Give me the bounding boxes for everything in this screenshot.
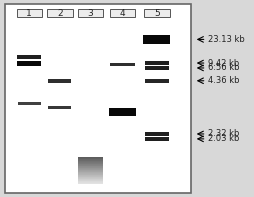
- Bar: [144, 9, 169, 17]
- Text: 2.03 kb: 2.03 kb: [207, 134, 238, 143]
- Bar: [144, 137, 168, 141]
- Bar: [78, 182, 102, 183]
- Text: 5: 5: [153, 8, 159, 18]
- Bar: [144, 79, 168, 83]
- Text: 1: 1: [26, 8, 32, 18]
- Bar: [78, 166, 102, 167]
- Bar: [18, 102, 41, 105]
- Bar: [78, 163, 102, 164]
- Bar: [78, 162, 102, 163]
- Bar: [17, 55, 41, 59]
- Bar: [78, 173, 102, 174]
- Bar: [77, 9, 103, 17]
- Bar: [48, 79, 71, 83]
- Bar: [78, 170, 102, 171]
- Bar: [78, 165, 102, 166]
- Bar: [110, 63, 134, 66]
- Text: 4.36 kb: 4.36 kb: [207, 76, 239, 85]
- Bar: [78, 157, 102, 158]
- Bar: [144, 132, 168, 136]
- Bar: [78, 183, 102, 184]
- Bar: [78, 176, 102, 177]
- Bar: [78, 181, 102, 182]
- Text: 23.13 kb: 23.13 kb: [207, 35, 244, 44]
- Text: 4: 4: [119, 8, 125, 18]
- Bar: [17, 9, 42, 17]
- Bar: [78, 179, 102, 180]
- Bar: [78, 167, 102, 168]
- Bar: [78, 171, 102, 172]
- Bar: [78, 164, 102, 165]
- Bar: [47, 9, 72, 17]
- Bar: [78, 172, 102, 173]
- Text: 2: 2: [57, 8, 62, 18]
- Bar: [78, 178, 102, 179]
- Bar: [78, 172, 102, 173]
- Text: 2.32 kb: 2.32 kb: [207, 129, 238, 138]
- Bar: [78, 159, 102, 160]
- Bar: [144, 61, 168, 65]
- Bar: [78, 183, 102, 184]
- Bar: [143, 35, 170, 44]
- Bar: [78, 180, 102, 181]
- Bar: [78, 158, 102, 159]
- Text: 6.56 kb: 6.56 kb: [207, 63, 239, 72]
- Bar: [78, 175, 102, 176]
- Bar: [109, 108, 135, 116]
- Bar: [78, 161, 102, 162]
- Bar: [78, 160, 102, 161]
- Text: 3: 3: [87, 8, 93, 18]
- Bar: [109, 9, 135, 17]
- Bar: [144, 66, 168, 70]
- Bar: [78, 177, 102, 178]
- Bar: [17, 60, 41, 65]
- Bar: [78, 169, 102, 170]
- Bar: [78, 168, 102, 169]
- Bar: [48, 106, 71, 109]
- Bar: [78, 174, 102, 175]
- Bar: [78, 161, 102, 162]
- FancyBboxPatch shape: [5, 4, 190, 193]
- Text: 9.42 kb: 9.42 kb: [207, 59, 238, 68]
